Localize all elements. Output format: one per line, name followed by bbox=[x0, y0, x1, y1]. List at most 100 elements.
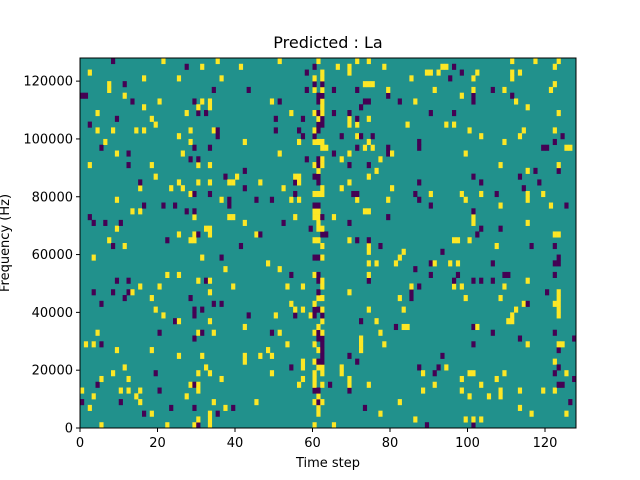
heatmap-cell bbox=[320, 312, 325, 319]
heatmap-cell bbox=[316, 347, 321, 354]
heatmap-cell bbox=[339, 370, 344, 377]
heatmap-cell bbox=[362, 81, 368, 88]
heatmap-cell bbox=[142, 410, 147, 417]
heatmap-cell bbox=[324, 231, 329, 238]
heatmap-cell bbox=[316, 138, 321, 146]
heatmap-cell bbox=[556, 58, 561, 65]
heatmap-cell bbox=[498, 162, 503, 169]
heatmap-cell bbox=[188, 237, 193, 244]
heatmap-cell bbox=[227, 196, 232, 203]
heatmap-cell bbox=[331, 86, 337, 93]
heatmap-cell bbox=[498, 295, 503, 302]
heatmap-cell bbox=[269, 370, 275, 377]
heatmap-cell bbox=[502, 283, 507, 290]
heatmap-cell bbox=[207, 190, 213, 198]
heatmap-cell bbox=[471, 208, 476, 215]
heatmap-cell bbox=[242, 358, 247, 365]
heatmap-cell bbox=[417, 144, 422, 151]
heatmap-cell bbox=[393, 323, 399, 331]
heatmap-cell bbox=[355, 115, 360, 122]
heatmap-cell bbox=[242, 138, 247, 146]
heatmap-cell bbox=[207, 370, 213, 377]
heatmap-cell bbox=[207, 144, 213, 151]
heatmap-cell bbox=[308, 225, 313, 232]
heatmap-cell bbox=[428, 190, 433, 198]
heatmap-cell bbox=[366, 277, 371, 284]
heatmap-cell bbox=[320, 341, 325, 348]
heatmap-cell bbox=[223, 173, 228, 180]
heatmap-cell bbox=[467, 370, 472, 377]
heatmap-cell bbox=[401, 323, 406, 331]
heatmap-cell bbox=[269, 196, 275, 203]
heatmap-cell bbox=[552, 231, 557, 238]
heatmap-cell bbox=[479, 179, 484, 186]
heatmap-cell bbox=[568, 144, 573, 151]
heatmap-cell bbox=[300, 375, 306, 383]
heatmap-cell bbox=[560, 133, 565, 140]
heatmap-cell bbox=[428, 69, 433, 76]
heatmap-cell bbox=[149, 115, 154, 122]
x-axis-label: Time step bbox=[295, 456, 360, 471]
heatmap-cell bbox=[149, 162, 154, 169]
heatmap-cell bbox=[390, 150, 395, 157]
heatmap-cell bbox=[452, 121, 457, 128]
heatmap-cell bbox=[316, 167, 321, 174]
heatmap-cell bbox=[471, 341, 476, 348]
heatmap-cell bbox=[316, 277, 321, 284]
heatmap-cell bbox=[312, 214, 317, 221]
heatmap-cell bbox=[227, 214, 232, 221]
heatmap-cell bbox=[556, 312, 561, 319]
heatmap-cell bbox=[428, 202, 433, 209]
heatmap-cell bbox=[312, 86, 317, 93]
heatmap-cell bbox=[219, 75, 224, 82]
heatmap-cell bbox=[184, 63, 189, 70]
heatmap-cell bbox=[130, 289, 135, 296]
heatmap-cell bbox=[316, 329, 321, 336]
heatmap-cell bbox=[421, 387, 426, 394]
heatmap-cell bbox=[192, 306, 197, 313]
heatmap-cell bbox=[498, 387, 503, 394]
heatmap-cell bbox=[192, 231, 197, 238]
heatmap-cell bbox=[366, 162, 371, 169]
heatmap-cell bbox=[417, 179, 422, 186]
heatmap-cell bbox=[192, 208, 197, 215]
heatmap-cell bbox=[471, 92, 476, 99]
heatmap-cell bbox=[87, 404, 92, 411]
heatmap-cell bbox=[231, 283, 236, 290]
heatmap-cell bbox=[153, 121, 158, 128]
heatmap-cell bbox=[444, 63, 449, 70]
heatmap-cell bbox=[471, 219, 476, 226]
heatmap-cell bbox=[506, 271, 511, 278]
heatmap-cell bbox=[184, 208, 189, 215]
heatmap-cell bbox=[440, 248, 445, 255]
heatmap-cell bbox=[467, 237, 472, 244]
heatmap-cell bbox=[207, 277, 213, 284]
heatmap-cell bbox=[138, 179, 143, 186]
heatmap-cell bbox=[432, 260, 437, 267]
heatmap-cell bbox=[184, 110, 189, 117]
x-axis: 0 20 40 60 80 100 120 bbox=[76, 428, 557, 451]
heatmap-cell bbox=[297, 173, 302, 180]
heatmap-cell bbox=[459, 283, 464, 290]
heatmap-cell bbox=[196, 387, 201, 394]
heatmap-cell bbox=[347, 69, 352, 76]
heatmap-cell bbox=[188, 138, 193, 146]
heatmap-cell bbox=[300, 133, 306, 140]
heatmap-cell bbox=[157, 98, 162, 105]
heatmap-cell bbox=[351, 190, 356, 198]
heatmap-cell bbox=[142, 202, 147, 209]
heatmap-cell bbox=[552, 63, 557, 70]
heatmap-cell bbox=[211, 300, 216, 307]
heatmap-cell bbox=[114, 277, 120, 284]
heatmap-cell bbox=[312, 358, 317, 365]
heatmap-cell bbox=[556, 381, 561, 388]
heatmap-cell bbox=[362, 208, 368, 215]
heatmap-cell bbox=[254, 399, 259, 406]
heatmap-cell bbox=[320, 318, 325, 325]
heatmap-cell bbox=[223, 266, 228, 273]
heatmap-cell bbox=[355, 58, 360, 65]
heatmap-cell bbox=[242, 352, 247, 359]
heatmap-cell bbox=[207, 104, 213, 111]
heatmap-cell bbox=[366, 237, 371, 244]
heatmap-cell bbox=[378, 243, 383, 250]
